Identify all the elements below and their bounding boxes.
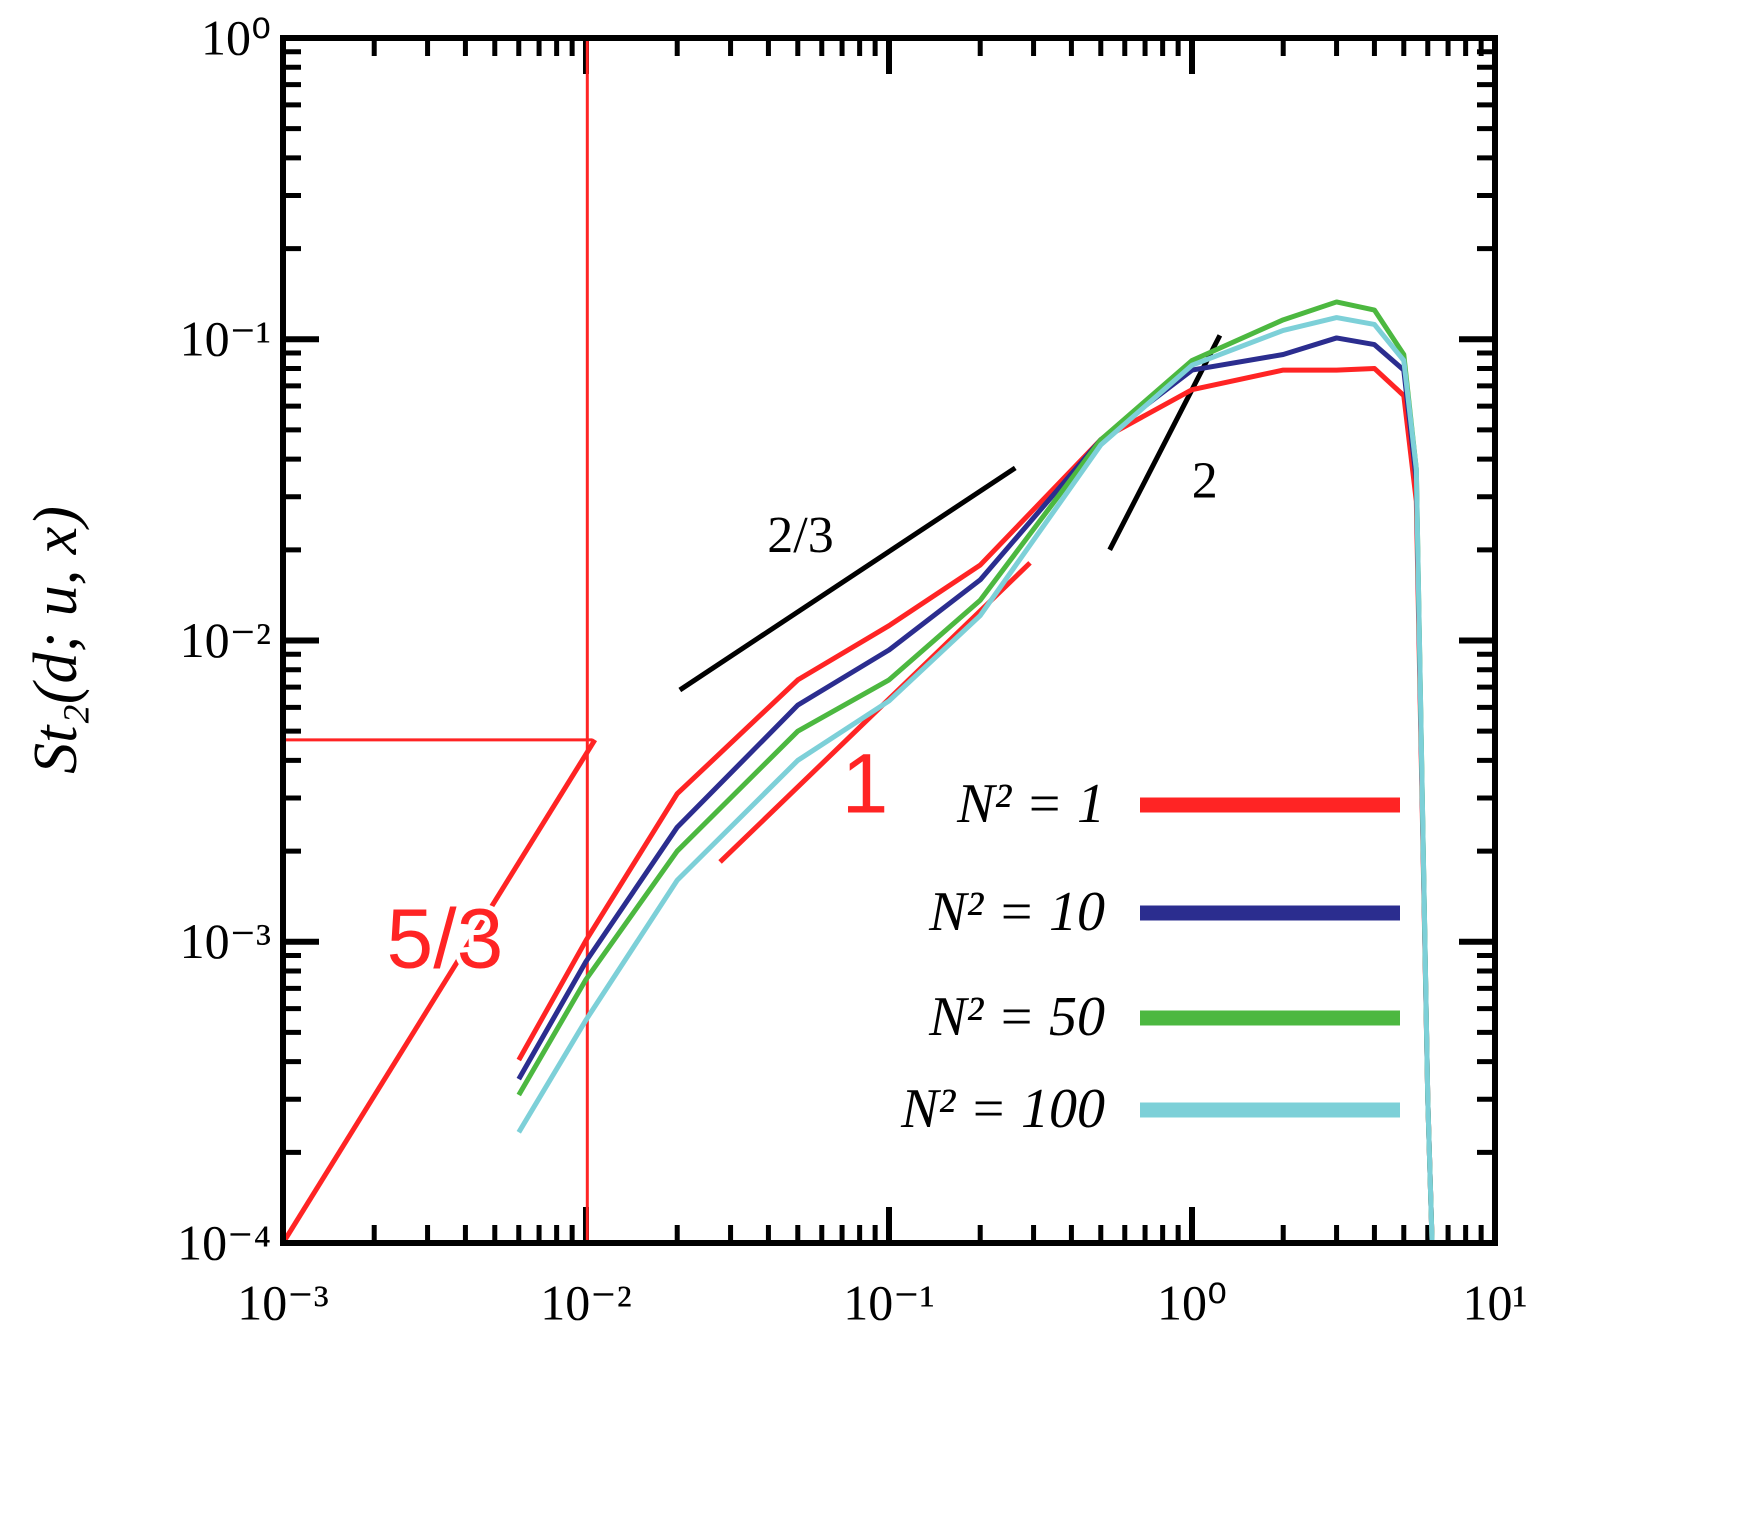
reference-label: 1: [842, 737, 889, 831]
legend-label: N² = 10: [928, 881, 1105, 943]
x-tick-label: 10⁻³: [237, 1274, 328, 1330]
reference-line: [280, 738, 598, 1245]
x-tick-label: 10⁻²: [540, 1274, 631, 1330]
plot-frame: [280, 35, 1498, 1246]
y-tick-label: 10⁻²: [180, 612, 271, 668]
reference-label: 5/3: [387, 892, 504, 986]
series-line: [516, 365, 1435, 1244]
x-tick-label: 10⁰: [1157, 1274, 1227, 1330]
reference-label: 2/3: [767, 507, 833, 564]
x-tick-label: 10⁻¹: [843, 1274, 934, 1330]
y-axis-label: St₂(d; u, x): [22, 506, 90, 774]
reference-line: [678, 465, 1017, 693]
series-line: [516, 315, 1435, 1244]
y-tick-label: 10⁻³: [180, 913, 271, 969]
reference-line: [1107, 334, 1223, 551]
y-tick-label: 10⁰: [201, 9, 271, 65]
y-tick-label: 10⁻¹: [180, 311, 271, 367]
legend-label: N² = 100: [900, 1078, 1105, 1140]
legend-label: N² = 1: [956, 773, 1105, 835]
legend-label: N² = 50: [928, 986, 1105, 1048]
reference-label: 2: [1192, 453, 1218, 510]
y-tick-label: 10⁻⁴: [177, 1214, 271, 1270]
x-tick-label: 10¹: [1463, 1274, 1528, 1330]
